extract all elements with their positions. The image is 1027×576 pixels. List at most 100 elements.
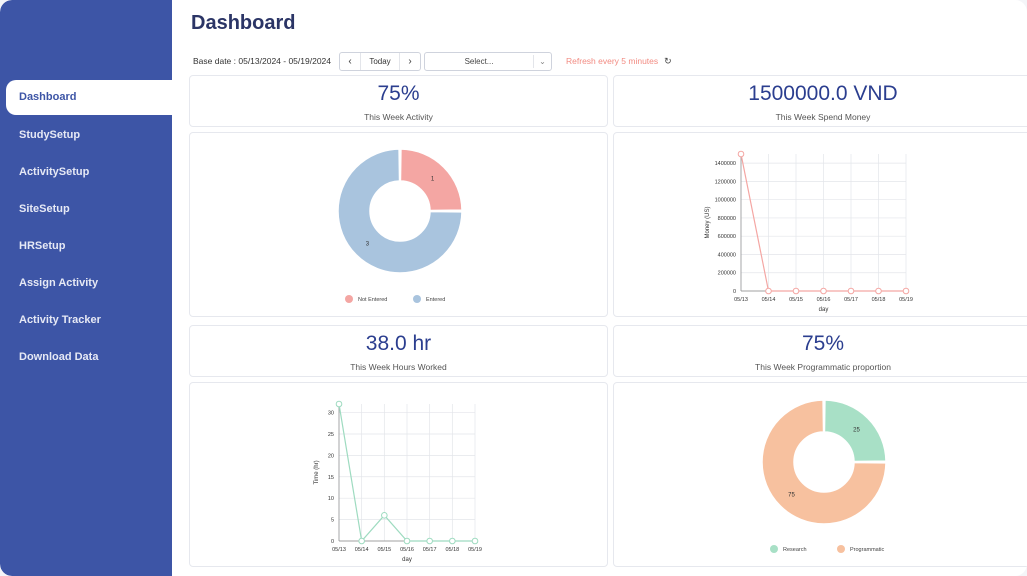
programmatic-donut-chart: 25 Research 75 Programmatic xyxy=(761,399,887,553)
money-chart-x-tick: 05/14 xyxy=(762,297,776,303)
money-chart-x-tick: 05/17 xyxy=(844,297,858,303)
money-chart-point xyxy=(875,287,882,295)
chevron-left-icon[interactable]: ‹ xyxy=(348,55,352,67)
money-chart-point xyxy=(902,287,910,295)
chevron-down-icon[interactable]: ⌄ xyxy=(533,54,551,68)
sidebar-item-studysetup[interactable]: StudySetup xyxy=(19,129,81,141)
money-chart-x-label: day xyxy=(819,307,829,313)
hours-chart-x-tick: 05/17 xyxy=(423,547,437,553)
hours-chart-point xyxy=(381,512,388,519)
money-chart-point xyxy=(737,150,745,158)
hours-chart-y-tick: 0 xyxy=(331,539,334,545)
activity-donut-legend-swatch xyxy=(345,295,353,303)
programmatic-stat-value: 75% xyxy=(801,332,845,355)
hours-chart-y-tick: 25 xyxy=(328,432,334,438)
money-chart-y-tick: 400000 xyxy=(718,252,736,258)
hours-chart-x-tick: 05/13 xyxy=(332,547,346,553)
activity-donut-slice xyxy=(337,148,463,274)
money-chart-y-tick: 600000 xyxy=(718,234,736,240)
hours-chart-point xyxy=(471,537,479,545)
money-chart-y-tick: 1000000 xyxy=(715,198,736,204)
hours-chart-x-tick: 05/16 xyxy=(400,547,414,553)
hours-chart-x-tick: 05/14 xyxy=(355,547,369,553)
money-chart-y-tick: 1400000 xyxy=(715,161,736,167)
main-content: Dashboard Base date : 05/13/2024 - 05/19… xyxy=(172,0,1027,576)
activity-donut-legend-swatch xyxy=(413,295,421,303)
activity-stat-value: 75% xyxy=(377,82,420,105)
hours-chart-point xyxy=(449,537,456,545)
programmatic-donut-slice xyxy=(823,399,887,463)
hours-stat-value: 38.0 hr xyxy=(365,332,432,355)
activity-donut-chart: 1 Not Entered 3 Entered xyxy=(337,148,463,303)
hours-line-chart: 05/13 05/14 05/15 05/16 05/17 05/18 05/19 0 5 10 1… xyxy=(314,400,482,563)
hours-chart-y-tick: 5 xyxy=(331,518,334,524)
programmatic-donut-legend-swatch xyxy=(837,545,845,553)
money-chart-point xyxy=(792,287,800,295)
programmatic-stat-label: This Week Programmatic proportion xyxy=(755,362,891,372)
sidebar-item-activitysetup[interactable]: ActivitySetup xyxy=(19,166,90,178)
filter-select[interactable]: Select... ⌄ xyxy=(424,51,553,71)
sidebar-item-sitesetup[interactable]: SiteSetup xyxy=(19,203,70,215)
money-chart-x-tick: 05/16 xyxy=(817,297,831,303)
hours-chart-point xyxy=(426,537,433,545)
activity-donut-legend-label: Not Entered xyxy=(358,297,387,303)
money-chart-x-tick: 05/18 xyxy=(872,297,886,303)
money-line-card: 05/13 05/14 05/15 05/16 05/17 05/18 05/19 0 2000… xyxy=(613,132,1027,317)
hours-chart-point xyxy=(335,400,343,408)
sidebar-nav: Dashboard StudySetup ActivitySetup SiteS… xyxy=(0,80,172,376)
money-chart-y-tick: 0 xyxy=(733,289,736,295)
toolbar: Base date : 05/13/2024 - 05/19/2024 ‹ To… xyxy=(193,51,672,71)
hours-chart-x-tick: 05/15 xyxy=(377,547,391,553)
sidebar-item-assign-activity[interactable]: Assign Activity xyxy=(19,277,99,289)
money-chart-x-tick: 05/13 xyxy=(734,297,748,303)
money-chart-y-tick: 800000 xyxy=(718,216,736,222)
programmatic-donut-slice-label: 75 xyxy=(788,493,795,499)
hours-chart-y-tick: 10 xyxy=(328,496,334,502)
hours-chart-y-label: Time (hr) xyxy=(314,460,320,484)
money-chart-x-tick: 05/19 xyxy=(899,297,913,303)
sidebar-item-dashboard[interactable]: Dashboard xyxy=(6,80,172,115)
activity-donut-card: 1 Not Entered 3 Entered xyxy=(189,132,608,317)
money-chart-point xyxy=(765,287,772,295)
sidebar-item-download-data[interactable]: Download Data xyxy=(19,351,99,363)
activity-donut-legend-label: Entered xyxy=(426,297,445,303)
programmatic-donut-legend-swatch xyxy=(770,545,778,553)
activity-donut-slice-label: 3 xyxy=(366,242,370,248)
hours-stat-card: 38.0 hr This Week Hours Worked xyxy=(189,325,608,377)
programmatic-donut-card: 25 Research 75 Programmatic xyxy=(613,382,1027,567)
hours-stat-label: This Week Hours Worked xyxy=(350,362,447,372)
refresh-icon[interactable]: ↻ xyxy=(664,55,672,66)
money-line-chart: 05/13 05/14 05/15 05/16 05/17 05/18 05/19 0 2000… xyxy=(705,150,913,313)
hours-chart-point xyxy=(358,537,365,545)
date-navigator: ‹ Today › xyxy=(339,51,422,71)
programmatic-donut-slice-label: 25 xyxy=(853,427,860,433)
base-date-label: Base date : 05/13/2024 - 05/19/2024 xyxy=(193,56,332,66)
money-chart-x-tick: 05/15 xyxy=(789,297,803,303)
sidebar-item-hrsetup[interactable]: HRSetup xyxy=(19,240,66,252)
today-button[interactable]: Today xyxy=(360,52,401,70)
money-stat-card: 1500000.0 VND This Week Spend Money xyxy=(613,75,1027,127)
money-stat-label: This Week Spend Money xyxy=(775,112,871,122)
hours-chart-y-tick: 30 xyxy=(328,411,334,417)
money-chart-y-label: Money (US) xyxy=(705,206,711,238)
chevron-right-icon[interactable]: › xyxy=(408,55,412,67)
activity-stat-card: 75% This Week Activity xyxy=(189,75,608,127)
hours-chart-x-tick: 05/19 xyxy=(468,547,482,553)
programmatic-donut-legend-label: Research xyxy=(783,547,807,553)
select-placeholder: Select... xyxy=(464,56,494,66)
sidebar-item-activity-tracker[interactable]: Activity Tracker xyxy=(19,314,101,326)
page-title: Dashboard xyxy=(191,12,296,34)
hours-chart-y-tick: 20 xyxy=(328,453,334,459)
activity-stat-label: This Week Activity xyxy=(364,112,433,122)
hours-chart-x-label: day xyxy=(402,557,412,563)
hours-chart-y-tick: 15 xyxy=(328,475,334,481)
money-chart-point xyxy=(847,287,855,295)
activity-donut-slice xyxy=(399,148,463,212)
hours-chart-x-tick: 05/18 xyxy=(445,547,459,553)
refresh-text: Refresh every 5 minutes xyxy=(566,56,659,66)
sidebar: Dashboard StudySetup ActivitySetup SiteS… xyxy=(0,0,172,576)
money-chart-y-tick: 1200000 xyxy=(715,179,736,185)
programmatic-donut-slice xyxy=(761,399,887,525)
money-chart-point xyxy=(820,287,827,295)
